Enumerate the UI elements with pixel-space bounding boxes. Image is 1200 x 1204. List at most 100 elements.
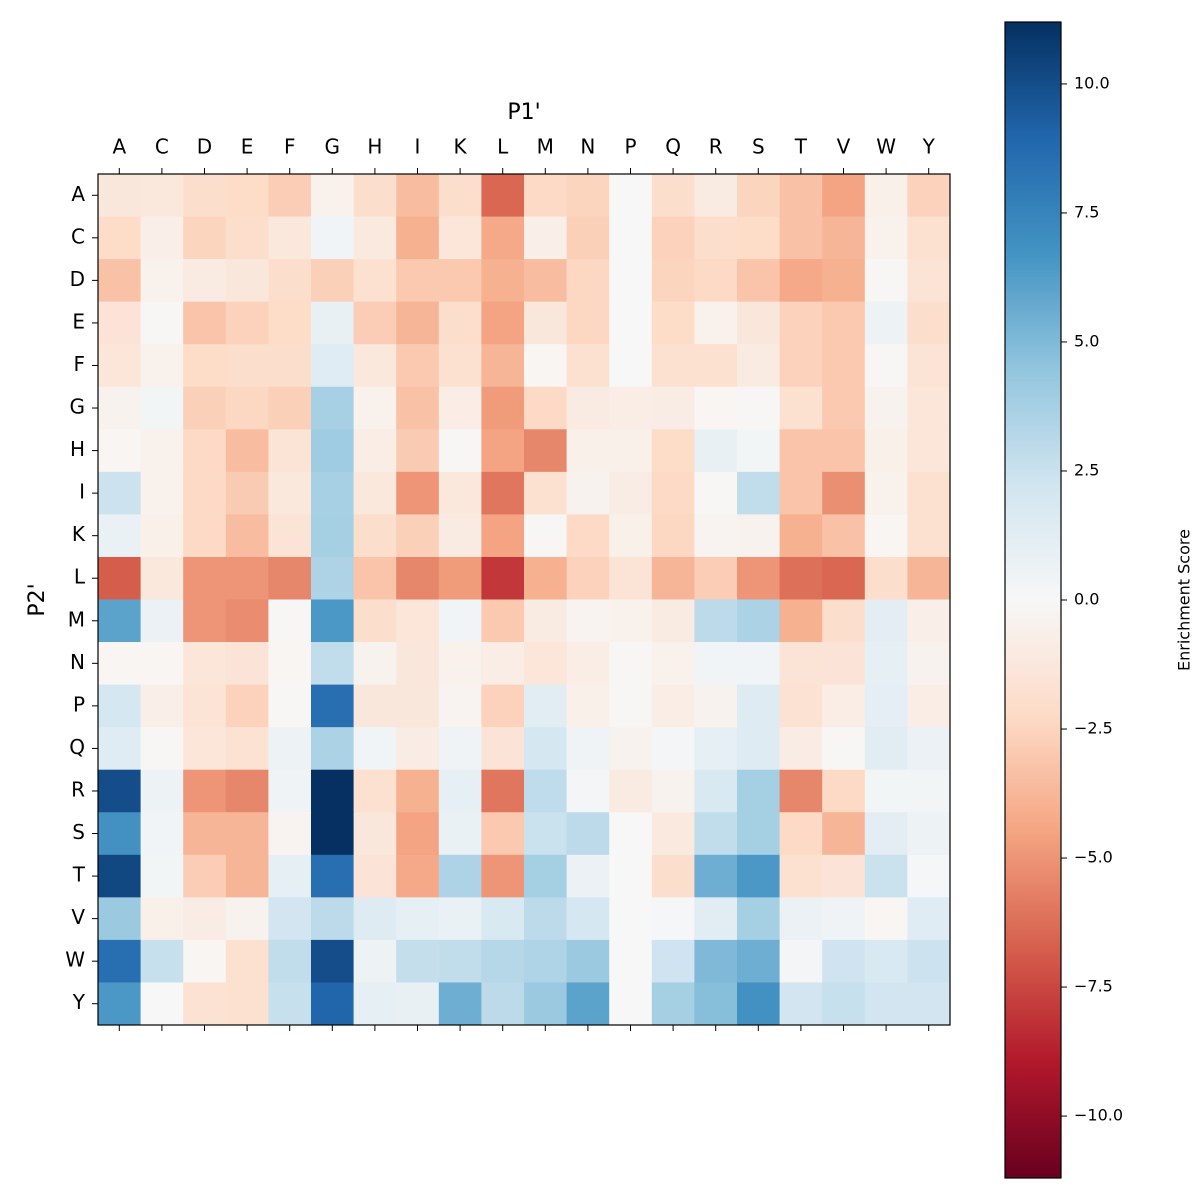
heatmap-cell — [481, 216, 525, 260]
heatmap-cell — [183, 642, 227, 686]
heatmap-cell — [524, 897, 568, 941]
heatmap-cell — [907, 259, 951, 303]
heatmap-cell — [98, 556, 142, 600]
heatmap-cell — [438, 344, 482, 388]
heatmap-cell — [98, 301, 142, 345]
heatmap-cell — [98, 386, 142, 430]
heatmap-cell — [438, 642, 482, 686]
x-tick-label: P — [624, 135, 636, 159]
heatmap-cell — [268, 301, 312, 345]
heatmap-cell — [524, 556, 568, 600]
heatmap-cell — [864, 216, 908, 260]
heatmap-cell — [779, 216, 823, 260]
heatmap-cell — [311, 769, 355, 813]
heatmap-cell — [609, 259, 653, 303]
heatmap-cell — [822, 684, 866, 728]
heatmap-cell — [140, 429, 184, 473]
heatmap-cell — [183, 386, 227, 430]
heatmap-cell — [140, 471, 184, 515]
heatmap-cell — [864, 259, 908, 303]
x-tick-label: T — [794, 135, 808, 159]
heatmap-cell — [524, 854, 568, 898]
heatmap-cell — [183, 599, 227, 643]
heatmap-cell — [779, 982, 823, 1026]
colorbar-tick-label: −7.5 — [1074, 977, 1113, 996]
heatmap-cell — [822, 259, 866, 303]
heatmap-cell — [353, 982, 397, 1026]
heatmap-cell — [311, 556, 355, 600]
heatmap-cell — [651, 727, 695, 771]
heatmap-cell — [907, 216, 951, 260]
heatmap-cell — [609, 216, 653, 260]
heatmap-cell — [353, 386, 397, 430]
heatmap-cell — [396, 684, 440, 728]
heatmap-cell — [694, 429, 738, 473]
heatmap-cell — [225, 769, 269, 813]
heatmap-cell — [779, 429, 823, 473]
heatmap-cell — [353, 812, 397, 856]
heatmap-cell — [183, 897, 227, 941]
heatmap-cell — [481, 727, 525, 771]
heatmap-cell — [779, 471, 823, 515]
heatmap-cell — [822, 174, 866, 218]
x-tick-label: Y — [922, 135, 936, 159]
heatmap-cell — [779, 514, 823, 558]
y-tick-label: P — [73, 692, 85, 716]
colorbar-tick-label: −2.5 — [1074, 719, 1113, 738]
heatmap-cell — [609, 301, 653, 345]
heatmap-cell — [140, 174, 184, 218]
heatmap-cell — [694, 769, 738, 813]
heatmap-cell — [694, 684, 738, 728]
heatmap-cell — [864, 174, 908, 218]
heatmap-cell — [694, 727, 738, 771]
y-tick-label: A — [71, 182, 85, 206]
heatmap-cell — [353, 174, 397, 218]
heatmap-cell — [438, 216, 482, 260]
heatmap-cell — [98, 642, 142, 686]
y-tick-label: Q — [69, 735, 85, 759]
heatmap-cell — [864, 982, 908, 1026]
heatmap-cell — [396, 727, 440, 771]
heatmap-cell — [609, 642, 653, 686]
heatmap-cell — [225, 471, 269, 515]
heatmap-cell — [524, 727, 568, 771]
heatmap-cell — [609, 727, 653, 771]
heatmap-cell — [438, 939, 482, 983]
colorbar-tick-label: 10.0 — [1074, 73, 1110, 92]
heatmap-cell — [438, 514, 482, 558]
heatmap-cell — [98, 812, 142, 856]
heatmap-cell — [907, 556, 951, 600]
heatmap-cell — [566, 727, 610, 771]
heatmap-cell — [396, 301, 440, 345]
heatmap-cell — [566, 429, 610, 473]
heatmap-cell — [438, 556, 482, 600]
y-tick-label: D — [70, 267, 85, 291]
x-tick-label: R — [709, 135, 723, 159]
heatmap-cell — [140, 599, 184, 643]
heatmap-cell — [907, 727, 951, 771]
heatmap-cell — [225, 939, 269, 983]
heatmap-cell — [694, 514, 738, 558]
heatmap-cell — [822, 939, 866, 983]
heatmap-cell — [822, 344, 866, 388]
heatmap-cell — [737, 216, 781, 260]
heatmap-cell — [140, 642, 184, 686]
heatmap-cell — [225, 727, 269, 771]
heatmap-cell — [651, 216, 695, 260]
heatmap-cell — [140, 301, 184, 345]
heatmap-cell — [268, 727, 312, 771]
heatmap-cell — [779, 344, 823, 388]
heatmap-cell — [225, 216, 269, 260]
heatmap-cell — [651, 429, 695, 473]
heatmap-cell — [353, 514, 397, 558]
colorbar-tick-label: 5.0 — [1074, 331, 1099, 350]
heatmap-cell — [481, 939, 525, 983]
heatmap-cell — [737, 344, 781, 388]
heatmap-cell — [524, 982, 568, 1026]
heatmap-cell — [524, 259, 568, 303]
heatmap-cell — [353, 599, 397, 643]
heatmap-cell — [609, 812, 653, 856]
x-tick-label: D — [197, 135, 212, 159]
heatmap-cell — [566, 174, 610, 218]
heatmap-cell — [609, 471, 653, 515]
